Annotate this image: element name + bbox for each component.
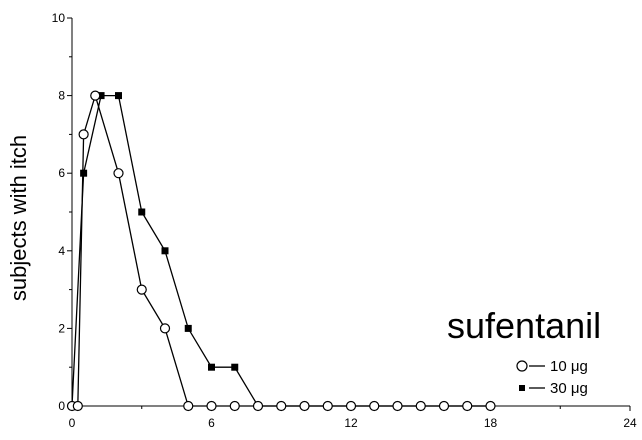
legend: 10 μg 30 μg bbox=[516, 358, 588, 397]
data-point bbox=[184, 324, 192, 332]
y-tick-label: 10 bbox=[52, 11, 66, 25]
series-line bbox=[71, 94, 491, 407]
y-tick-label: 2 bbox=[58, 321, 65, 335]
legend-marker bbox=[516, 360, 528, 372]
data-point bbox=[231, 363, 239, 371]
y-axis-title: subjects with itch bbox=[6, 135, 31, 301]
data-point bbox=[72, 400, 83, 412]
data-point bbox=[345, 400, 357, 412]
data-point bbox=[136, 284, 147, 295]
data-point bbox=[276, 400, 287, 412]
data-point bbox=[138, 208, 146, 216]
data-point bbox=[208, 363, 215, 371]
data-point bbox=[161, 247, 169, 255]
data-point bbox=[415, 400, 426, 412]
series-layer bbox=[66, 90, 496, 412]
data-point bbox=[78, 129, 89, 140]
x-tick-label: 0 bbox=[69, 416, 76, 430]
legend-label: 30 μg bbox=[550, 380, 588, 397]
legend-label: 10 μg bbox=[550, 358, 588, 375]
data-point bbox=[80, 169, 88, 177]
data-point bbox=[183, 400, 194, 412]
data-point bbox=[115, 92, 122, 100]
series-line bbox=[72, 93, 491, 407]
axes bbox=[67, 17, 631, 411]
series-30ug bbox=[68, 92, 494, 410]
data-point bbox=[438, 400, 450, 412]
y-tick-label: 6 bbox=[58, 166, 65, 180]
legend-marker bbox=[519, 385, 525, 391]
data-point bbox=[369, 400, 380, 412]
data-point bbox=[485, 400, 496, 412]
data-point bbox=[229, 400, 240, 412]
data-point bbox=[462, 400, 473, 412]
y-tick-label: 4 bbox=[58, 244, 65, 258]
data-point bbox=[392, 400, 403, 412]
data-point bbox=[322, 400, 333, 412]
data-point bbox=[159, 323, 171, 334]
data-point bbox=[206, 400, 217, 412]
x-tick-label: 18 bbox=[484, 416, 498, 430]
y-tick-label: 8 bbox=[58, 89, 65, 103]
series-10ug bbox=[66, 90, 496, 412]
x-tick-label: 24 bbox=[623, 416, 637, 430]
x-tick-label: 12 bbox=[344, 416, 358, 430]
data-point bbox=[252, 400, 264, 412]
y-tick-label: 0 bbox=[58, 399, 65, 413]
data-point bbox=[299, 400, 310, 412]
x-tick-label: 6 bbox=[208, 416, 215, 430]
drug-annotation: sufentanil bbox=[447, 305, 601, 346]
data-point bbox=[90, 90, 101, 101]
data-point bbox=[113, 168, 124, 179]
data-point bbox=[97, 92, 105, 100]
